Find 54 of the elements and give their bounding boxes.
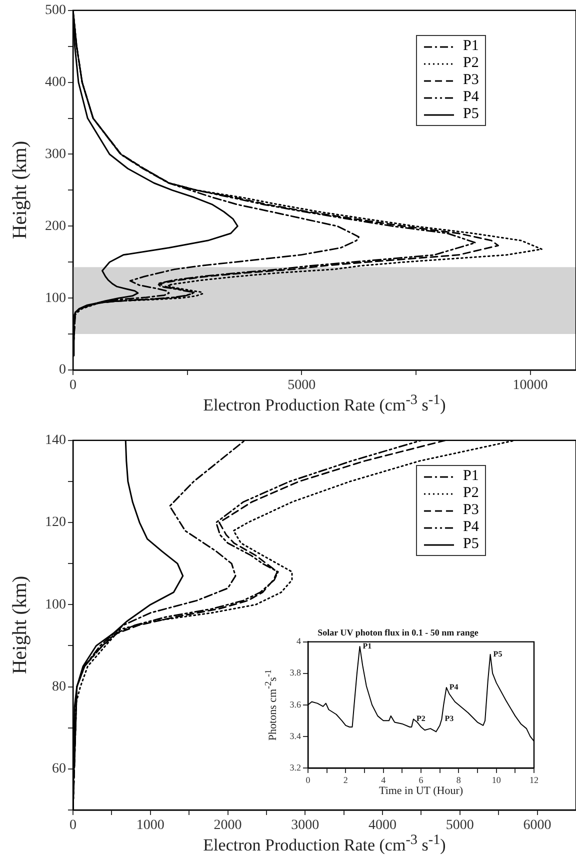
y-tick-label: 300 [45, 146, 66, 162]
x-tick-label: 4 [381, 774, 386, 785]
x-tick-label: 3000 [291, 818, 320, 834]
legend-label: P2 [463, 55, 479, 72]
legend-label: P5 [463, 536, 479, 554]
annotation: P5 [493, 649, 502, 658]
legend-label: P4 [463, 89, 479, 106]
y-tick-label: 0 [59, 362, 66, 378]
legend-label: P1 [463, 38, 479, 56]
annotation: P3 [444, 714, 454, 724]
y-tick-label: 100 [45, 597, 66, 612]
y-tick-label: 400 [45, 74, 66, 90]
legend-label: P4 [463, 519, 479, 536]
x-tick-label: 10000 [512, 378, 548, 394]
y-tick-label: 3.8 [290, 668, 302, 678]
legend-label: P1 [463, 468, 479, 486]
legend-label: P3 [463, 72, 479, 90]
y-axis-title: Height (km) [9, 141, 31, 240]
x-tick-label: 8 [456, 774, 462, 785]
annotation: P4 [449, 682, 458, 692]
x-tick-label: 2 [343, 774, 348, 785]
y-tick-label: 3.6 [290, 699, 302, 710]
x-tick-label: 5000 [288, 378, 316, 394]
legend-label: P3 [463, 502, 479, 520]
legend-label: P2 [463, 485, 479, 502]
x-tick-label: 2000 [214, 818, 242, 834]
annotation: P2 [416, 714, 426, 724]
y-tick-label: 200 [45, 218, 66, 234]
y-tick-label: 3.2 [290, 762, 301, 772]
y-tick-label: 100 [45, 290, 66, 306]
x-tick-label: 1000 [136, 818, 164, 834]
x-tick-label: 0 [70, 378, 76, 394]
x-axis-title: Electron Production Rate (cm$^{-3}$ s$^{-1}$) [203, 392, 446, 416]
y-tick-label: 140 [45, 433, 66, 448]
y-tick-label: 4 [296, 636, 302, 646]
x-tick-label: 6000 [523, 818, 552, 834]
y-tick-label: 3.4 [290, 730, 302, 741]
x-tick-label: 12 [530, 774, 538, 785]
x-tick-label: 0 [70, 818, 76, 834]
y-tick-label: 500 [45, 3, 66, 18]
x-tick-label: 6 [418, 774, 424, 785]
annotation: P1 [362, 642, 372, 651]
y-tick-label: 60 [52, 762, 66, 777]
chart-title: Solar UV photon flux in 0.1 - 50 nm range [318, 628, 478, 638]
x-axis-title: Electron Production Rate (cm$^{-3}$ s$^{-1}$) [203, 832, 446, 856]
y-axis-title: Height (km) [9, 576, 31, 674]
y-tick-label: 120 [45, 515, 66, 530]
y-tick-label: 80 [52, 679, 66, 694]
x-tick-label: 5000 [446, 818, 474, 834]
legend-label: P5 [463, 106, 479, 124]
x-tick-label: 10 [492, 774, 502, 785]
x-tick-label: 0 [306, 774, 311, 785]
x-axis-title: Time in UT (Hour) [378, 785, 464, 798]
x-tick-label: 4000 [368, 818, 397, 834]
